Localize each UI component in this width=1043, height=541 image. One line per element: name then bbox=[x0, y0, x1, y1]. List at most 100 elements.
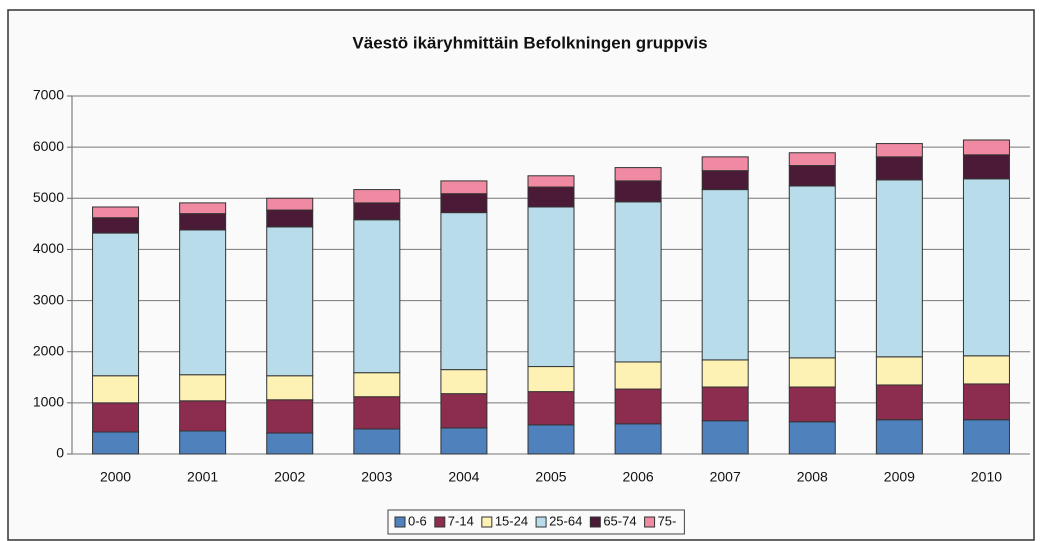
bar-segment bbox=[614, 388, 662, 425]
bar-segment bbox=[353, 372, 401, 398]
bar-segment bbox=[614, 180, 662, 203]
bar-segment bbox=[614, 167, 662, 182]
bar-segment bbox=[440, 427, 488, 455]
bar-segment bbox=[353, 189, 401, 204]
bar-segment bbox=[962, 178, 1010, 357]
y-tick-label: 1000 bbox=[33, 394, 64, 410]
bar-segment bbox=[92, 402, 140, 433]
legend-swatch bbox=[394, 516, 406, 528]
bar-segment bbox=[701, 420, 749, 455]
bar-segment bbox=[701, 170, 749, 191]
bar-segment bbox=[701, 359, 749, 388]
bar-segment bbox=[179, 374, 227, 402]
bar-segment bbox=[527, 186, 575, 208]
x-tick-label: 2010 bbox=[971, 469, 1002, 485]
bar-segment bbox=[788, 386, 836, 423]
bar-segment bbox=[92, 217, 140, 234]
y-tick-label: 0 bbox=[56, 445, 64, 461]
x-tick-label: 2008 bbox=[797, 469, 828, 485]
bar-segment bbox=[875, 356, 923, 386]
bar-segment bbox=[179, 202, 227, 215]
bar-segment bbox=[92, 206, 140, 219]
bar-segment bbox=[875, 143, 923, 158]
bar-segment bbox=[875, 419, 923, 455]
x-tick-label: 2006 bbox=[623, 469, 654, 485]
bar-segment bbox=[788, 421, 836, 455]
bar-segment bbox=[353, 428, 401, 455]
bar-segment bbox=[440, 193, 488, 214]
legend-label: 15-24 bbox=[495, 513, 528, 528]
x-tick-label: 2003 bbox=[361, 469, 392, 485]
legend-swatch bbox=[535, 516, 547, 528]
bar-segment bbox=[440, 393, 488, 429]
bar-segment bbox=[353, 219, 401, 374]
bar-segment bbox=[440, 212, 488, 371]
x-tick-label: 2002 bbox=[274, 469, 305, 485]
y-tick-label: 5000 bbox=[33, 189, 64, 205]
legend-label: 75- bbox=[658, 513, 677, 528]
bar-segment bbox=[527, 391, 575, 426]
bar-segment bbox=[527, 424, 575, 455]
bar-segment bbox=[527, 206, 575, 368]
bar-segment bbox=[614, 361, 662, 390]
bar-segment bbox=[353, 202, 401, 221]
y-tick-label: 7000 bbox=[33, 87, 64, 103]
bar-segment bbox=[875, 384, 923, 421]
legend-label: 25-64 bbox=[549, 513, 582, 528]
bar-segment bbox=[875, 179, 923, 358]
bar-segment bbox=[875, 156, 923, 181]
bar-segment bbox=[266, 197, 314, 211]
legend-box bbox=[387, 509, 685, 535]
bar-segment bbox=[701, 189, 749, 361]
bar-segment bbox=[962, 154, 1010, 180]
bar-segment bbox=[179, 213, 227, 231]
bar-segment bbox=[440, 369, 488, 395]
y-tick-label: 6000 bbox=[33, 138, 64, 154]
y-tick-label: 2000 bbox=[33, 342, 64, 358]
bar-segment bbox=[962, 355, 1010, 385]
bar-segment bbox=[788, 185, 836, 359]
legend-label: 7-14 bbox=[448, 513, 474, 528]
bar-segment bbox=[92, 431, 140, 455]
legend-swatch bbox=[481, 516, 493, 528]
x-tick-label: 2000 bbox=[100, 469, 131, 485]
bar-segment bbox=[266, 432, 314, 455]
bar-segment bbox=[614, 423, 662, 455]
bar-segment bbox=[266, 209, 314, 228]
x-tick-label: 2004 bbox=[448, 469, 479, 485]
bar-segment bbox=[527, 366, 575, 393]
legend-label: 0-6 bbox=[408, 513, 427, 528]
bar-segment bbox=[962, 383, 1010, 421]
bar-segment bbox=[962, 139, 1010, 156]
legend-swatch bbox=[434, 516, 446, 528]
chart-title: Väestö ikäryhmittäin Befolkningen gruppv… bbox=[352, 33, 707, 52]
bar-segment bbox=[266, 399, 314, 434]
bar-segment bbox=[440, 180, 488, 195]
bar-segment bbox=[353, 396, 401, 430]
bar-segment bbox=[527, 175, 575, 188]
bar-segment bbox=[179, 400, 227, 432]
y-tick-label: 3000 bbox=[33, 291, 64, 307]
legend-swatch bbox=[589, 516, 601, 528]
legend-label: 65-74 bbox=[603, 513, 636, 528]
bar-segment bbox=[179, 229, 227, 376]
bar-segment bbox=[92, 375, 140, 404]
bar-segment bbox=[614, 201, 662, 363]
chart-frame bbox=[7, 9, 1035, 541]
x-tick-label: 2009 bbox=[884, 469, 915, 485]
bar-segment bbox=[788, 357, 836, 388]
x-tick-label: 2005 bbox=[535, 469, 566, 485]
bar-segment bbox=[179, 430, 227, 455]
bar-segment bbox=[701, 386, 749, 422]
bar-segment bbox=[788, 152, 836, 167]
x-tick-label: 2007 bbox=[710, 469, 741, 485]
bar-segment bbox=[701, 156, 749, 172]
legend-swatch bbox=[644, 516, 656, 528]
bar-segment bbox=[92, 232, 140, 377]
bar-segment bbox=[266, 375, 314, 401]
y-tick-label: 4000 bbox=[33, 240, 64, 256]
x-tick-label: 2001 bbox=[187, 469, 218, 485]
bar-segment bbox=[266, 226, 314, 377]
bar-segment bbox=[788, 165, 836, 187]
